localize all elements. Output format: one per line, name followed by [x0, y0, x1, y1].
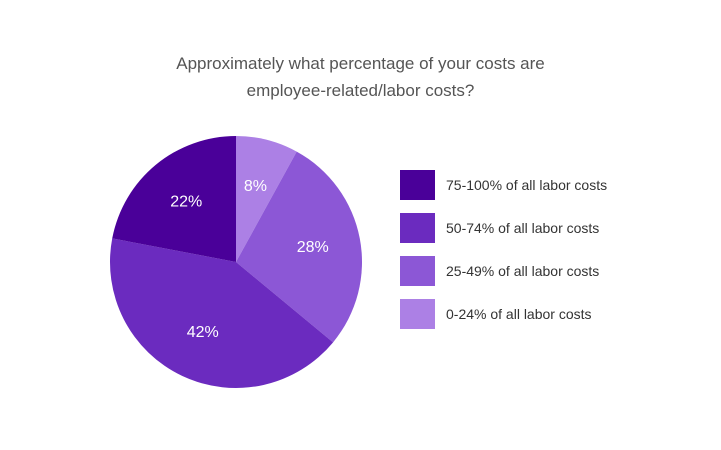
pie-slice-label: 8% — [244, 178, 267, 195]
pie-slice-28pct — [236, 151, 362, 343]
legend-swatch — [400, 256, 435, 286]
legend-swatch — [400, 299, 435, 329]
chart-title: Approximately what percentage of your co… — [0, 50, 721, 104]
legend-label: 25-49% of all labor costs — [446, 263, 600, 279]
pie-slice-label: 28% — [297, 239, 329, 256]
legend-label: 50-74% of all labor costs — [446, 220, 600, 236]
legend: 75-100% of all labor costs 50-74% of all… — [400, 170, 607, 342]
legend-item-25-49: 25-49% of all labor costs — [400, 256, 607, 286]
legend-swatch — [400, 213, 435, 243]
pie-slice-8pct — [236, 136, 297, 262]
pie-slice-42pct — [110, 238, 334, 389]
pie-slice-label: 42% — [187, 324, 219, 341]
legend-swatch — [400, 170, 435, 200]
legend-label: 0-24% of all labor costs — [446, 306, 592, 322]
chart-title-line-2: employee-related/labor costs? — [246, 81, 475, 100]
legend-item-75-100: 75-100% of all labor costs — [400, 170, 607, 200]
legend-item-50-74: 50-74% of all labor costs — [400, 213, 607, 243]
chart-title-line-1: Approximately what percentage of your co… — [176, 54, 545, 73]
pie-slice-22pct — [112, 136, 236, 262]
legend-label: 75-100% of all labor costs — [446, 177, 608, 193]
pie-slice-label: 22% — [170, 193, 202, 210]
legend-item-0-24: 0-24% of all labor costs — [400, 299, 607, 329]
